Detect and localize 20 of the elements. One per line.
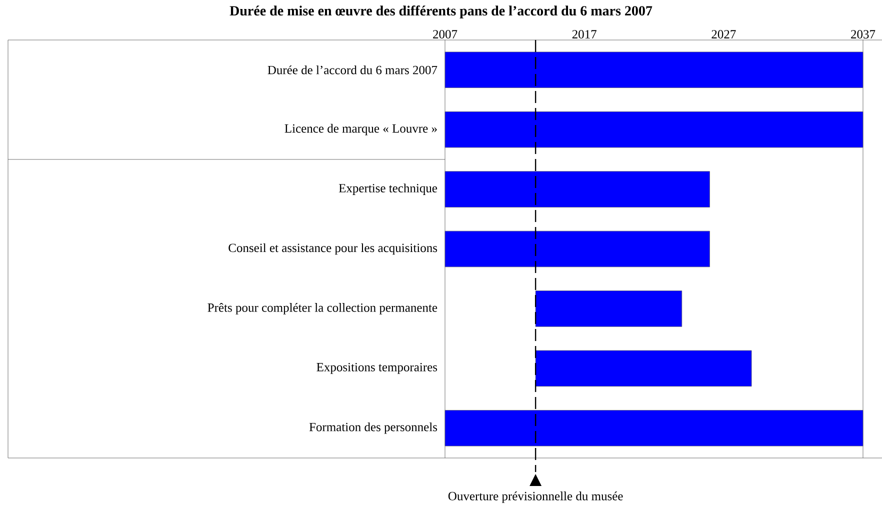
y-tick-label: Conseil et assistance pour les acquisitions <box>228 243 438 255</box>
bar <box>444 171 710 208</box>
x-tick-label: 2007 <box>433 30 458 38</box>
ref-line-label: Ouverture prévisionnelle du musée <box>448 492 623 503</box>
y-tick-label: Prêts pour compléter la collection permanente <box>208 303 438 314</box>
y-tick-label: Durée de l’accord du 6 mars 2007 <box>268 65 438 74</box>
bar <box>444 111 864 148</box>
bar <box>444 230 710 268</box>
y-tick-label: Formation des personnels <box>309 422 438 434</box>
bar <box>444 410 864 446</box>
bar <box>535 290 682 327</box>
x-tick-label: 2017 <box>572 30 596 38</box>
y-tick-label: Expositions temporaires <box>316 362 438 374</box>
x-tick-label: 2037 <box>851 30 876 38</box>
bar <box>535 350 752 387</box>
chart-title: Durée de mise en œuvre des différents pans de l’accord du 6 mars 2007 <box>230 6 652 18</box>
y-tick-label: Licence de marque « Louvre » <box>284 124 437 136</box>
bar <box>444 52 864 88</box>
x-tick-label: 2027 <box>712 30 736 38</box>
y-tick-label: Expertise technique <box>338 184 438 195</box>
